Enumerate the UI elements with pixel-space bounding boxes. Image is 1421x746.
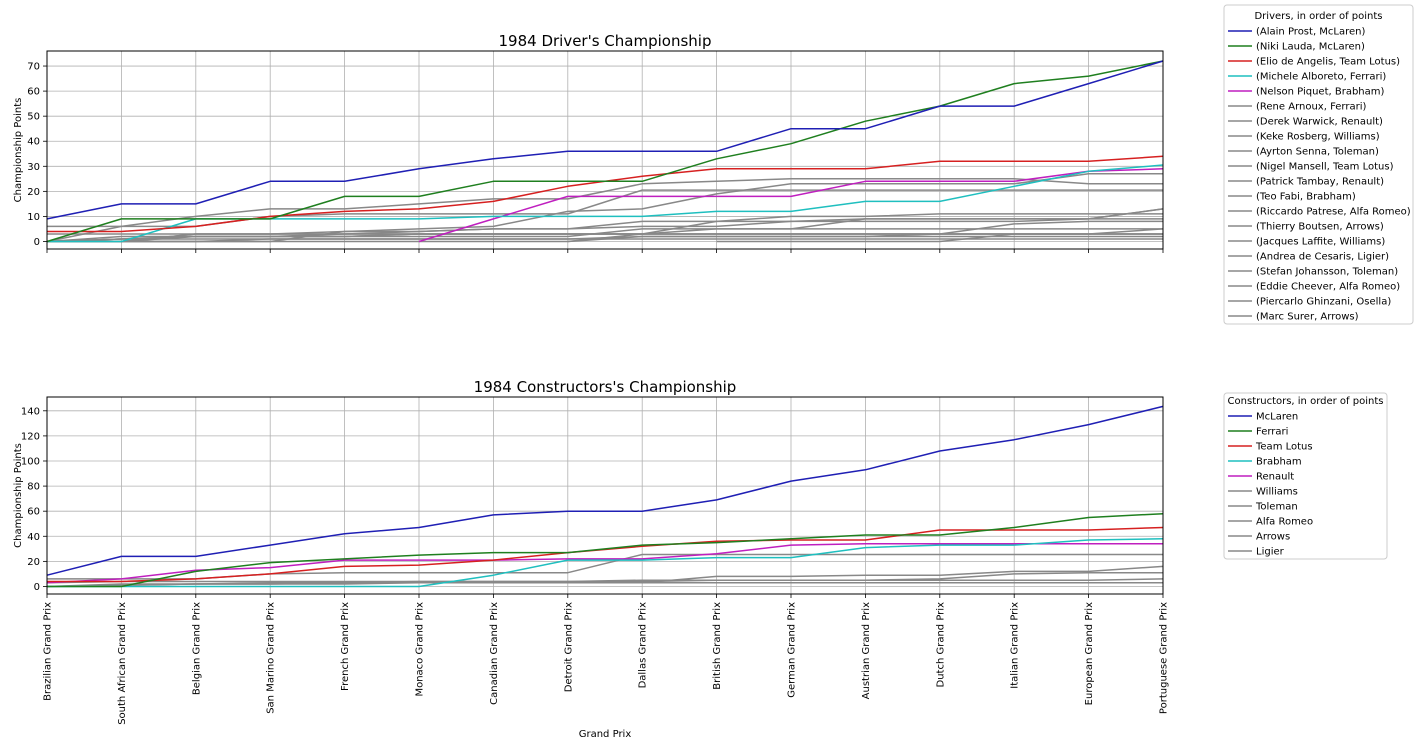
y-tick-label: 0 [34,237,40,248]
x-tick-label: Austrian Grand Prix [861,602,872,699]
chart-title: 1984 Driver's Championship [499,32,712,50]
legend-entry: (Jacques Laffite, Williams) [1256,237,1385,248]
series-line-nigel-mansell-team-lotus [47,208,1164,243]
x-tick-label: South African Grand Prix [117,602,128,725]
series-line-ferrari [47,512,1164,588]
x-tick-label: Canadian Grand Prix [489,602,500,705]
legend-entry: (Derek Warwick, Renault) [1256,117,1383,128]
legend: Constructors, in order of points McLaren F… [1223,392,1388,560]
x-tick-label: Dallas Grand Prix [638,602,649,688]
series-line-alain-prost-mclaren [46,60,1164,220]
chart-1: 0 10 20 30 40 50 60 70 1984 Driver's Championshi… [13,4,1414,325]
y-tick-label: 30 [27,162,40,173]
series-line-elio-de-angelis-team-lotus [47,155,1164,233]
series-group [46,405,1164,588]
series-line-alfa-romeo [46,571,1163,584]
y-tick-label: 0 [34,582,40,593]
legend-entry: Ferrari [1256,427,1288,438]
x-axis-label: Grand Prix [579,729,632,740]
legend: Drivers, in order of points (Alain Prost,… [1223,4,1414,325]
legend-entry: (Ayrton Senna, Toleman) [1256,147,1379,158]
y-tick-label: 60 [27,87,40,98]
y-tick-label: 10 [27,212,40,223]
x-tick-label: Brazilian Grand Prix [43,602,54,701]
plot-frame [46,50,1164,250]
series-line-ayrton-senna-toleman [46,208,1164,243]
legend-entry: (Elio de Angelis, Team Lotus) [1256,57,1400,68]
y-tick-label: 120 [21,431,40,442]
y-axis-label: Championship Points [13,98,24,203]
series-group [46,60,1164,243]
series-line-brabham [47,538,1164,588]
legend-entry: (Rene Arnoux, Ferrari) [1256,102,1366,113]
legend-entry: (Keke Rosberg, Williams) [1256,132,1380,143]
y-tick-label: 20 [27,557,40,568]
series-line-renault [46,543,1163,584]
y-tick-label: 140 [21,406,40,417]
legend-entry: (Piercarlo Ghinzani, Osella) [1256,297,1391,308]
x-tick-label: Italian Grand Prix [1010,602,1021,689]
y-axis-label: Championship Points [13,443,24,548]
y-tick-label: 40 [27,137,40,148]
legend-entry: Brabham [1256,457,1302,468]
legend-entry: (Teo Fabi, Brabham) [1256,192,1356,203]
y-tick-label: 80 [27,482,40,493]
legend-entry: Toleman [1255,502,1298,513]
series-line-nelson-piquet-brabham [418,168,1164,243]
plot-frame [46,396,1164,595]
legend-entry: (Nigel Mansell, Team Lotus) [1256,162,1394,173]
chart-title: 1984 Constructors's Championship [474,378,737,396]
legend-title: Constructors, in order of points [1228,396,1384,407]
legend-entry: (Marc Surer, Arrows) [1256,312,1359,323]
x-tick-label: French Grand Prix [340,602,351,691]
x-tick-label: Belgian Grand Prix [191,602,202,695]
legend-entry: (Stefan Johansson, Toleman) [1256,267,1398,278]
series-line-toleman [46,565,1164,588]
series-line-derek-warwick-renault [46,178,1163,243]
x-tick-label: Monaco Grand Prix [415,602,426,697]
x-tick-label: Portuguese Grand Prix [1159,602,1170,714]
chart-2: Brazilian Grand Prix South African Grand … [13,378,1388,740]
series-line-michele-alboreto-ferrari [47,164,1164,243]
series-line-mclaren [46,405,1164,576]
legend-entry: (Michele Alboreto, Ferrari) [1256,72,1386,83]
x-tick-label: British Grand Prix [712,602,723,690]
x-tick-label: European Grand Prix [1084,602,1095,705]
legend-entry: (Eddie Cheever, Alfa Romeo) [1256,282,1400,293]
series-line-niki-lauda-mclaren [46,60,1164,243]
y-tick-label: 60 [27,507,40,518]
legend-box [1223,4,1414,325]
y-tick-label: 40 [27,532,40,543]
legend-title: Drivers, in order of points [1254,11,1382,22]
y-tick-label: 20 [27,187,40,198]
legend-box [1223,392,1388,560]
x-tick-label: Detroit Grand Prix [563,602,574,692]
y-tick-label: 50 [27,112,40,123]
legend-entry: Alfa Romeo [1256,517,1313,528]
legend-entry: Arrows [1256,532,1290,543]
legend-entry: (Nelson Piquet, Brabham) [1256,87,1385,98]
legend-entry: Ligier [1256,547,1285,558]
legend-entry: Team Lotus [1255,442,1313,453]
legend-entry: (Patrick Tambay, Renault) [1256,177,1384,188]
legend-entry: (Niki Lauda, McLaren) [1256,42,1365,53]
legend-entry: (Riccardo Patrese, Alfa Romeo) [1256,207,1411,218]
legend-entry: Renault [1256,472,1294,483]
legend-entry: Williams [1256,487,1298,498]
x-tick-label: German Grand Prix [787,602,798,698]
x-tick-label: Dutch Grand Prix [935,602,946,688]
x-tick-label: San Marino Grand Prix [266,602,277,714]
y-tick-label: 70 [27,62,40,73]
legend-entry: McLaren [1256,412,1298,423]
series-line-rene-arnoux-ferrari [47,173,1163,243]
legend-entry: (Thierry Boutsen, Arrows) [1256,222,1384,233]
legend-entry: (Alain Prost, McLaren) [1256,27,1366,38]
y-tick-label: 100 [21,456,40,467]
legend-entry: (Andrea de Cesaris, Ligier) [1256,252,1389,263]
